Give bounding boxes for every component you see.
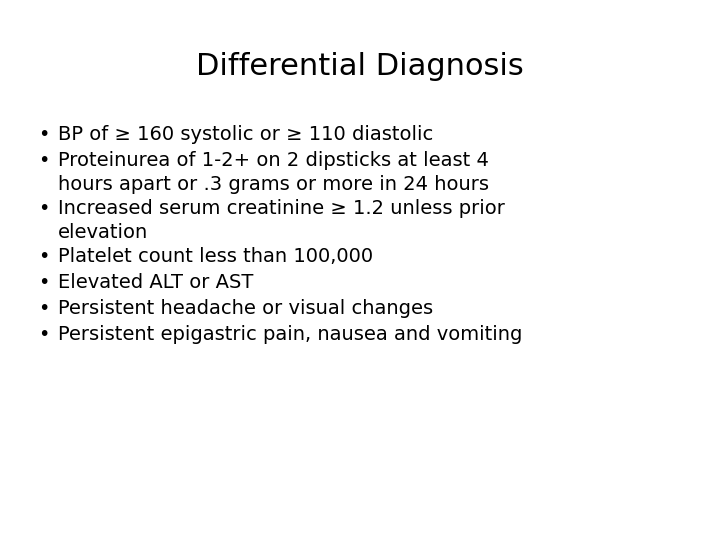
Text: Platelet count less than 100,000: Platelet count less than 100,000 xyxy=(58,247,373,266)
Text: BP of ≥ 160 systolic or ≥ 110 diastolic: BP of ≥ 160 systolic or ≥ 110 diastolic xyxy=(58,125,433,144)
Text: •: • xyxy=(38,125,50,144)
Text: •: • xyxy=(38,299,50,318)
Text: Elevated ALT or AST: Elevated ALT or AST xyxy=(58,273,253,292)
Text: •: • xyxy=(38,151,50,170)
Text: Differential Diagnosis: Differential Diagnosis xyxy=(196,52,524,81)
Text: Persistent headache or visual changes: Persistent headache or visual changes xyxy=(58,299,433,318)
Text: Increased serum creatinine ≥ 1.2 unless prior
elevation: Increased serum creatinine ≥ 1.2 unless … xyxy=(58,199,505,241)
Text: Proteinurea of 1-2+ on 2 dipsticks at least 4
hours apart or .3 grams or more in: Proteinurea of 1-2+ on 2 dipsticks at le… xyxy=(58,151,489,193)
Text: •: • xyxy=(38,199,50,218)
Text: •: • xyxy=(38,325,50,344)
Text: •: • xyxy=(38,273,50,292)
Text: •: • xyxy=(38,247,50,266)
Text: Persistent epigastric pain, nausea and vomiting: Persistent epigastric pain, nausea and v… xyxy=(58,325,523,344)
